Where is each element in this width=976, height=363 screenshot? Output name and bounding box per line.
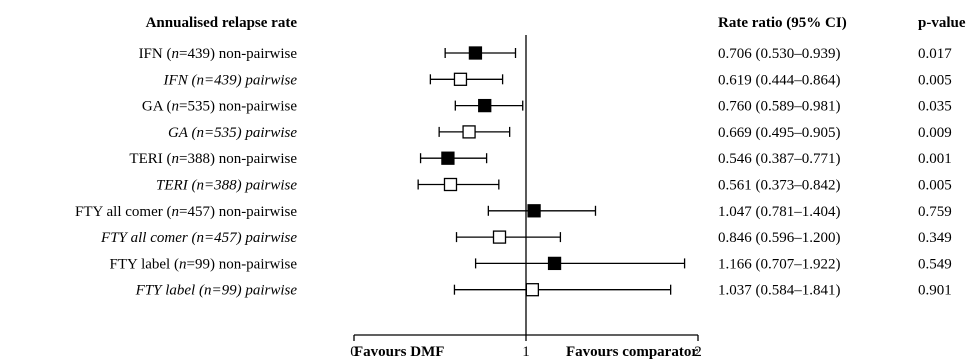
rate-ratio-value: 1.166 (0.707–1.922) bbox=[718, 256, 841, 272]
row-label: FTY all comer (n=457) pairwise bbox=[100, 230, 297, 246]
estimate-marker-filled bbox=[527, 204, 541, 218]
ratio-column-header: Rate ratio (95% CI) bbox=[718, 15, 847, 31]
rate-ratio-value: 1.047 (0.781–1.404) bbox=[718, 204, 841, 220]
p-value: 0.009 bbox=[918, 125, 952, 141]
p-value: 0.759 bbox=[918, 204, 952, 220]
estimate-marker-open bbox=[525, 283, 540, 297]
estimate-marker-filled bbox=[547, 256, 562, 271]
p-value: 0.549 bbox=[918, 256, 952, 272]
rate-ratio-value: 0.760 (0.589–0.981) bbox=[718, 99, 841, 115]
row-label: FTY all comer (n=457) non-pairwise bbox=[75, 204, 297, 220]
p-value: 0.035 bbox=[918, 99, 952, 115]
row-label: TERI (n=388) non-pairwise bbox=[129, 151, 297, 167]
rate-ratio-value: 0.546 (0.387–0.771) bbox=[718, 151, 841, 167]
rate-ratio-value: 0.706 (0.530–0.939) bbox=[718, 46, 841, 62]
estimate-marker-filled bbox=[478, 98, 492, 113]
x-tick-label-2: 2 bbox=[694, 344, 702, 360]
p-value: 0.005 bbox=[918, 72, 952, 88]
p-value: 0.017 bbox=[918, 46, 952, 62]
rate-ratio-value: 1.037 (0.584–1.841) bbox=[718, 283, 841, 299]
p-value: 0.005 bbox=[918, 178, 952, 194]
x-tick-label-0: 0 bbox=[350, 344, 358, 360]
estimate-marker-filled bbox=[468, 46, 483, 60]
p-value-column-header: p-value bbox=[918, 15, 966, 31]
row-label: FTY label (n=99) pairwise bbox=[135, 283, 298, 299]
plot-title: Annualised relapse rate bbox=[146, 15, 298, 31]
rate-ratio-value: 0.669 (0.495–0.905) bbox=[718, 125, 841, 141]
favours-dmf-label: Favours DMF bbox=[354, 344, 444, 360]
rate-ratio-value: 0.619 (0.444–0.864) bbox=[718, 72, 841, 88]
p-value: 0.001 bbox=[918, 151, 952, 167]
x-tick-label-1: 1 bbox=[522, 344, 530, 360]
favours-comparator-label: Favours comparator bbox=[566, 344, 698, 360]
row-label: GA (n=535) pairwise bbox=[168, 125, 297, 141]
p-value: 0.349 bbox=[918, 230, 952, 246]
row-label: IFN (n=439) non-pairwise bbox=[139, 46, 298, 62]
row-label: GA (n=535) non-pairwise bbox=[142, 99, 297, 115]
rate-ratio-value: 0.561 (0.373–0.842) bbox=[718, 178, 841, 194]
estimate-marker-open bbox=[453, 72, 468, 86]
row-label: IFN (n=439) pairwise bbox=[163, 72, 298, 88]
estimate-marker-filled bbox=[441, 151, 455, 165]
row-label: TERI (n=388) pairwise bbox=[156, 178, 297, 194]
estimate-marker-open bbox=[462, 125, 476, 139]
estimate-marker-open bbox=[492, 230, 507, 244]
p-value: 0.901 bbox=[918, 283, 952, 299]
rate-ratio-value: 0.846 (0.596–1.200) bbox=[718, 230, 841, 246]
row-label: FTY label (n=99) non-pairwise bbox=[110, 256, 298, 272]
estimate-marker-open bbox=[443, 177, 458, 192]
